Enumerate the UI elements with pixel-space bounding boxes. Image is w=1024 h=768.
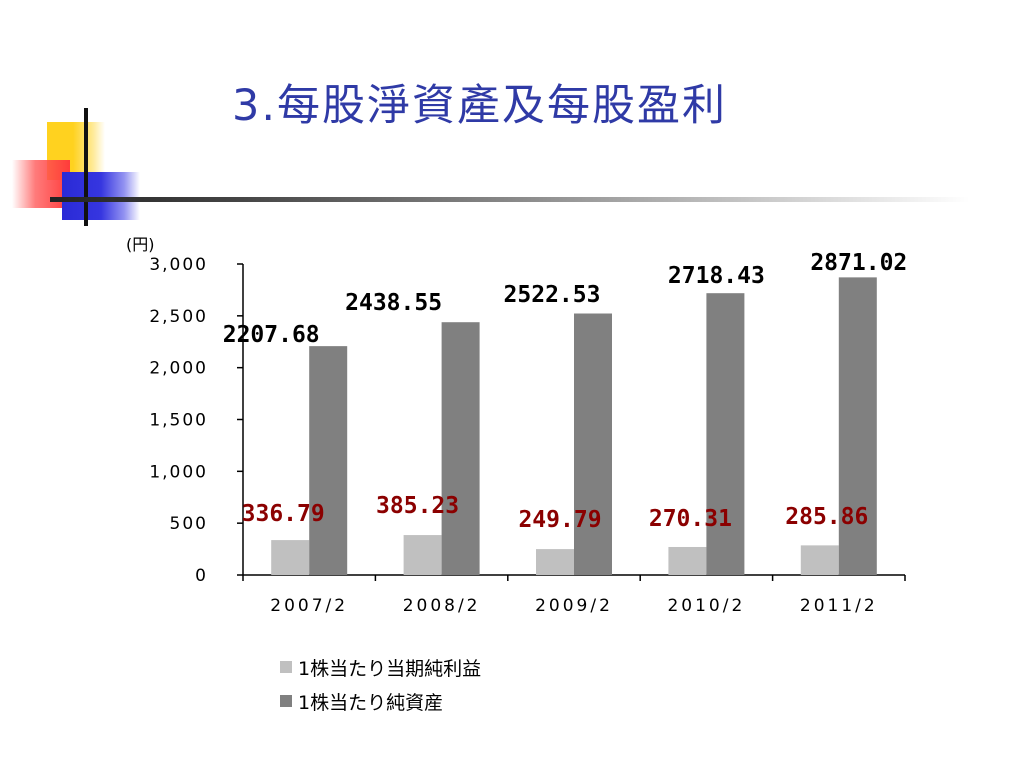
data-label-net-assets: 2522.53 xyxy=(504,282,601,308)
y-tick-label: 500 xyxy=(170,514,208,534)
y-axis: 0 500 1,000 1,500 2,000 2,500 3,000 xyxy=(149,255,244,586)
y-tick-label: 1,000 xyxy=(149,462,208,482)
y-tick-label: 2,000 xyxy=(149,359,208,379)
bar-net-assets xyxy=(441,322,480,575)
y-tick-label: 1,500 xyxy=(149,411,208,431)
y-axis-unit-label: (円) xyxy=(126,235,155,254)
bar-net-assets xyxy=(706,293,745,575)
legend-label-net-assets: 1株当たり純資産 xyxy=(298,691,444,714)
data-label-eps: 270.31 xyxy=(649,506,732,532)
data-label-eps: 285.86 xyxy=(785,504,868,530)
data-label-net-assets: 2438.55 xyxy=(345,290,442,316)
data-labels: 336.79 385.23 249.79 270.31 285.86 2207.68 243… xyxy=(223,250,908,533)
x-tick-label: 2011/2 xyxy=(800,596,878,616)
x-tick-label: 2009/2 xyxy=(535,596,613,616)
bar-eps xyxy=(668,546,707,575)
x-tick-label: 2010/2 xyxy=(667,596,745,616)
x-tick-label: 2008/2 xyxy=(403,596,481,616)
bar-eps xyxy=(800,545,839,575)
data-label-eps: 336.79 xyxy=(242,501,325,527)
bar-net-assets xyxy=(574,313,612,575)
data-label-net-assets: 2718.43 xyxy=(668,263,765,289)
data-label-net-assets: 2871.02 xyxy=(810,250,907,276)
x-tick-label: 2007/2 xyxy=(270,596,348,616)
y-tick-label: 2,500 xyxy=(149,307,208,327)
legend-swatch-net-assets xyxy=(280,695,292,707)
chart-legend: 1株当たり当期純利益 1株当たり純資産 xyxy=(280,652,680,720)
y-tick-label: 3,000 xyxy=(149,255,208,275)
slide-title: 3.每股淨資產及每股盈利 xyxy=(232,81,728,131)
y-tick-label: 0 xyxy=(195,566,208,586)
legend-item-net-assets: 1株当たり純資産 xyxy=(280,686,680,716)
data-label-net-assets: 2207.68 xyxy=(223,322,320,348)
bar-eps xyxy=(536,549,574,575)
bar-net-assets xyxy=(838,277,877,575)
legend-item-eps: 1株当たり当期純利益 xyxy=(280,652,680,682)
bar-net-assets xyxy=(309,346,348,575)
x-axis: 2007/2 2008/2 2009/2 2010/2 2011/2 xyxy=(242,574,906,616)
bar-eps xyxy=(403,535,442,575)
data-label-eps: 249.79 xyxy=(518,507,601,533)
data-label-eps: 385.23 xyxy=(376,493,459,519)
bar-eps xyxy=(271,540,310,575)
bars xyxy=(271,277,877,575)
legend-swatch-eps xyxy=(280,661,292,673)
legend-label-eps: 1株当たり当期純利益 xyxy=(298,657,482,680)
